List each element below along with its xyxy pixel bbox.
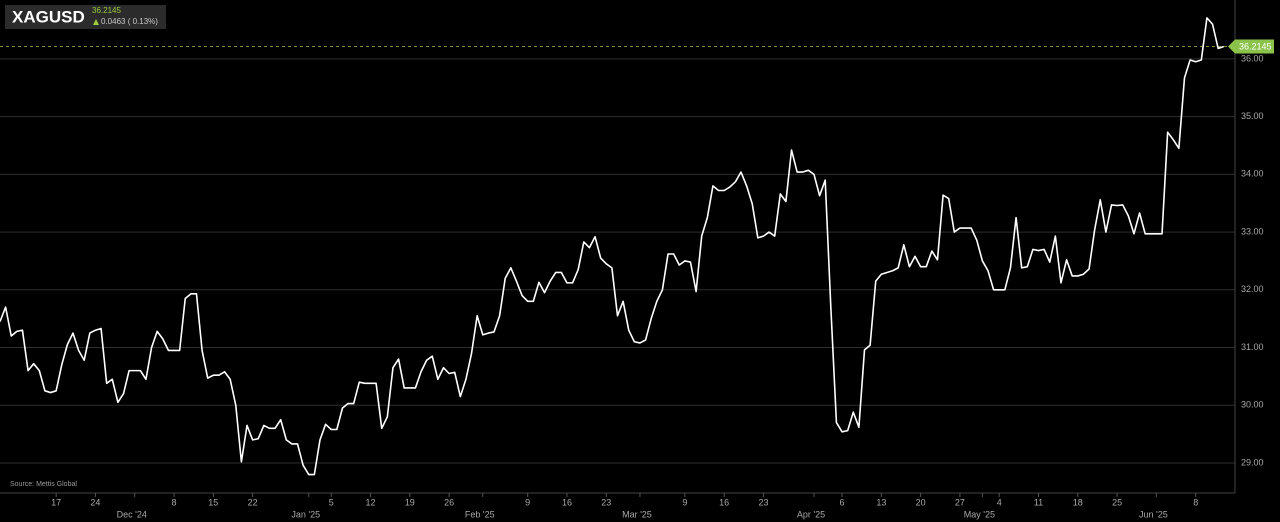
x-tick-label: 16 [562, 497, 572, 507]
last-price-label: 36.2145 [1239, 41, 1272, 51]
x-tick-label: 12 [365, 497, 375, 507]
x-tick-label: 24 [90, 497, 100, 507]
x-tick-label: 8 [1193, 497, 1198, 507]
x-tick-label: 23 [601, 497, 611, 507]
month-tick-label: Apr '25 [797, 509, 825, 519]
x-tick-label: 16 [719, 497, 729, 507]
month-tick-label: Feb '25 [465, 509, 495, 519]
month-tick-label: May '25 [964, 509, 995, 519]
header-price: 36.2145 [92, 6, 121, 15]
x-tick-label: 8 [172, 497, 177, 507]
x-tick-label: 27 [955, 497, 965, 507]
y-tick-label: 33.00 [1241, 226, 1264, 236]
x-tick-label: 25 [1112, 497, 1122, 507]
last-price-tag [1228, 39, 1274, 54]
x-tick-label: 23 [758, 497, 768, 507]
x-tick-label: 9 [682, 497, 687, 507]
x-tick-label: 18 [1073, 497, 1083, 507]
x-tick-label: 20 [916, 497, 926, 507]
y-tick-label: 29.00 [1241, 457, 1264, 467]
y-tick-label: 31.00 [1241, 342, 1264, 352]
x-tick-label: 26 [444, 497, 454, 507]
y-tick-label: 35.00 [1241, 111, 1264, 121]
x-tick-label: 15 [208, 497, 218, 507]
x-tick-label: 11 [1034, 497, 1043, 507]
x-tick-label: 5 [329, 497, 334, 507]
x-tick-label: 17 [51, 497, 61, 507]
source: Source: Mettis Global [10, 481, 77, 488]
x-tick-label: 6 [840, 497, 845, 507]
x-tick-label: 19 [405, 497, 415, 507]
y-tick-label: 30.00 [1241, 400, 1264, 410]
month-tick-label: Jun '25 [1139, 509, 1168, 519]
x-tick-label: 22 [248, 497, 258, 507]
month-tick-label: Dec '24 [117, 509, 147, 519]
y-tick-label: 34.00 [1241, 169, 1264, 179]
x-tick-label: 4 [997, 497, 1002, 507]
x-tick-label: 9 [525, 497, 530, 507]
price-line [0, 17, 1225, 476]
header-box [5, 5, 166, 29]
symbol: XAGUSD [12, 7, 85, 26]
x-tick-label: 13 [876, 497, 886, 507]
month-tick-label: Mar '25 [622, 509, 652, 519]
y-tick-label: 32.00 [1241, 284, 1264, 294]
month-tick-label: Jan '25 [291, 509, 320, 519]
y-tick-label: 36.00 [1241, 53, 1264, 63]
header-change: 0.0463 ( 0.13%) [101, 17, 158, 26]
up-arrow [93, 19, 99, 25]
